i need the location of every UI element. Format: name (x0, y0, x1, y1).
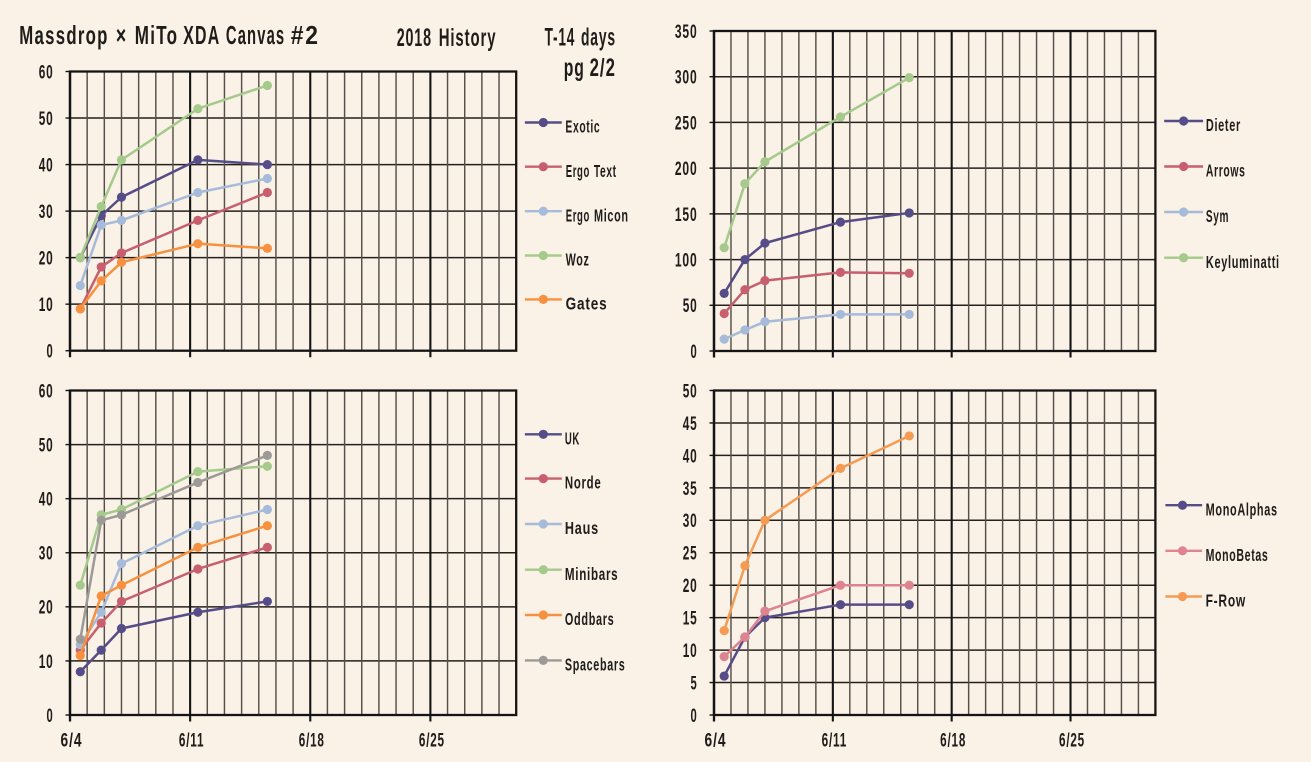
svg-text:100: 100 (675, 251, 698, 271)
svg-text:15: 15 (683, 609, 698, 629)
svg-text:45: 45 (683, 414, 698, 434)
svg-text:Ergo: Ergo (566, 162, 590, 182)
svg-text:0: 0 (47, 706, 54, 727)
svg-text:6/11: 6/11 (179, 731, 204, 751)
svg-text:0: 0 (691, 706, 698, 727)
svg-text:0: 0 (47, 342, 54, 363)
svg-text:Exotic: Exotic (565, 118, 600, 138)
svg-text:20: 20 (39, 598, 54, 618)
svg-text:Dieter: Dieter (1206, 117, 1241, 136)
svg-text:150: 150 (675, 205, 698, 225)
svg-text:History: History (439, 24, 497, 52)
svg-text:350: 350 (675, 22, 698, 42)
svg-text:F-Row: F-Row (1206, 591, 1246, 611)
svg-text:Canvas: Canvas (226, 21, 285, 51)
svg-text:30: 30 (683, 512, 698, 532)
svg-text:6/25: 6/25 (419, 731, 445, 751)
svg-text:30: 30 (39, 544, 54, 564)
svg-text:days: days (581, 24, 616, 51)
svg-text:10: 10 (39, 295, 54, 315)
svg-text:40: 40 (39, 156, 54, 176)
svg-text:UK: UK (565, 429, 580, 449)
svg-text:20: 20 (39, 249, 54, 269)
svg-text:60: 60 (39, 63, 54, 83)
svg-text:35: 35 (683, 479, 698, 499)
svg-text:300: 300 (675, 68, 698, 88)
svg-text:MonoAlphas: MonoAlphas (1206, 501, 1278, 520)
svg-text:Minibars: Minibars (565, 564, 618, 584)
svg-text:50: 50 (683, 382, 698, 402)
svg-text:MonoBetas: MonoBetas (1206, 546, 1269, 566)
svg-text:Micon: Micon (594, 207, 629, 226)
svg-text:Oddbars: Oddbars (565, 611, 614, 630)
svg-text:Keyluminatti: Keyluminatti (1206, 253, 1280, 272)
svg-text:25: 25 (683, 544, 698, 564)
svg-text:Gates: Gates (566, 295, 608, 314)
svg-text:Arrows: Arrows (1206, 162, 1246, 182)
svg-text:10: 10 (683, 641, 698, 661)
svg-text:Massdrop: Massdrop (19, 20, 108, 50)
svg-text:5: 5 (691, 674, 698, 695)
svg-text:20: 20 (683, 576, 698, 596)
svg-text:Text: Text (594, 162, 617, 182)
svg-text:6/11: 6/11 (822, 731, 847, 751)
svg-text:50: 50 (683, 297, 698, 317)
svg-text:0: 0 (691, 342, 698, 363)
svg-text:6/18: 6/18 (299, 731, 325, 751)
svg-text:Spacebars: Spacebars (565, 656, 625, 675)
svg-text:6/18: 6/18 (940, 731, 966, 751)
svg-text:T-14: T-14 (545, 24, 576, 51)
svg-text:40: 40 (683, 447, 698, 467)
svg-text:×: × (116, 20, 128, 49)
svg-text:Sym: Sym (1206, 207, 1229, 227)
svg-text:Woz: Woz (566, 251, 590, 270)
svg-text:XDA: XDA (183, 20, 220, 50)
svg-text:50: 50 (39, 109, 54, 129)
svg-text:200: 200 (675, 160, 698, 180)
svg-text:40: 40 (39, 490, 54, 510)
svg-text:6/4: 6/4 (61, 729, 83, 751)
svg-text:30: 30 (39, 202, 54, 222)
svg-text:pg: pg (564, 54, 585, 82)
svg-text:Ergo: Ergo (566, 206, 590, 226)
svg-text:250: 250 (675, 114, 698, 134)
svg-text:6/25: 6/25 (1059, 731, 1085, 751)
svg-text:Haus: Haus (565, 519, 599, 539)
svg-text:2018: 2018 (397, 25, 432, 52)
svg-text:50: 50 (39, 436, 54, 456)
svg-text:60: 60 (39, 382, 54, 402)
svg-text:2/2: 2/2 (590, 53, 616, 81)
svg-text:Norde: Norde (565, 473, 601, 493)
svg-text:6/4: 6/4 (705, 729, 727, 751)
svg-text:10: 10 (39, 652, 54, 672)
svg-text:#2: #2 (291, 22, 320, 51)
svg-text:MiTo: MiTo (135, 20, 179, 50)
